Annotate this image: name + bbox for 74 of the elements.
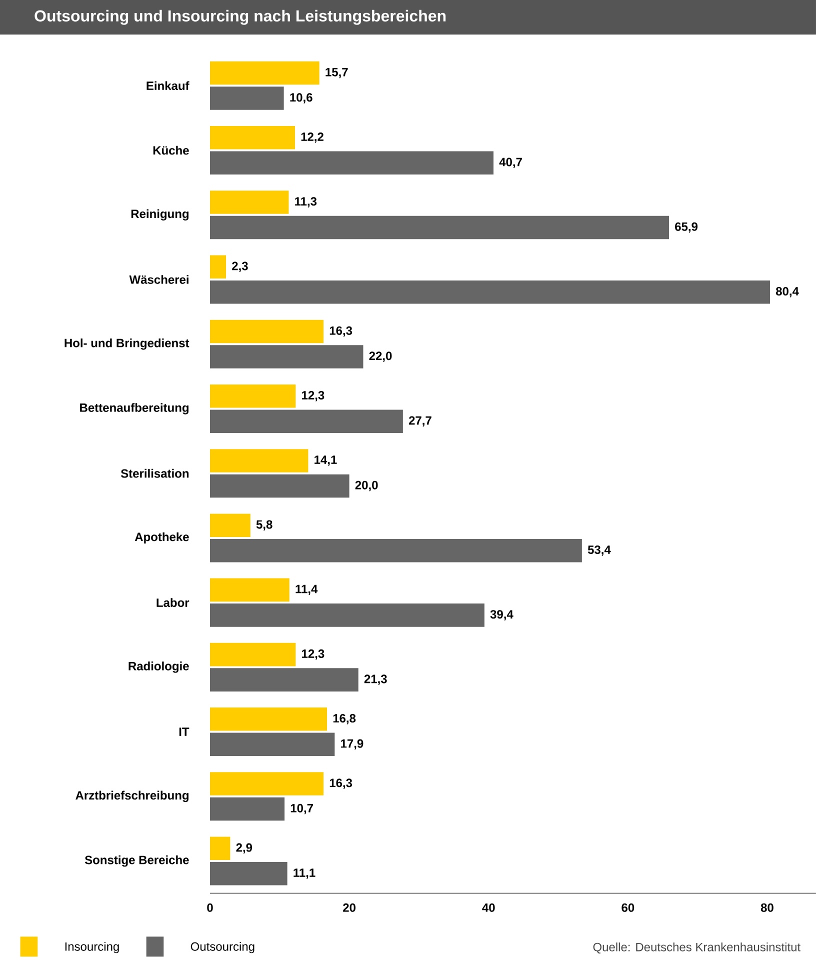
y-tick-label: Reinigung (131, 209, 188, 221)
bar (210, 578, 290, 602)
bar (210, 474, 350, 498)
bar (210, 86, 284, 110)
data-label: 15,7 (326, 68, 348, 78)
y-tick-label: Küche (153, 146, 189, 155)
bar (210, 668, 358, 692)
data-label: 39,4 (490, 610, 514, 620)
bar (210, 449, 308, 472)
chart-title: Outsourcing und Insourcing nach Leistungsbereichen (34, 10, 446, 25)
y-tick-label: Sonstige Bereiche (84, 855, 189, 867)
legend-label: Outsourcing (190, 942, 254, 954)
bar (210, 255, 226, 278)
data-label: 65,9 (675, 222, 698, 233)
data-label: 80,4 (776, 286, 799, 298)
data-label: 11,4 (296, 584, 318, 595)
data-label: 14,1 (314, 456, 337, 466)
bar (210, 320, 324, 344)
y-tick-label: Einkauf (146, 81, 190, 90)
x-tick-label: 80 (760, 903, 774, 912)
bar (210, 538, 582, 562)
data-label: 53,4 (588, 545, 611, 556)
data-label: 12,2 (301, 132, 324, 143)
bar (210, 732, 335, 756)
bar (210, 190, 289, 214)
data-label: 12,3 (302, 649, 324, 660)
bar (210, 61, 320, 85)
bar (210, 772, 324, 796)
bar (210, 126, 295, 150)
bar (210, 345, 364, 368)
y-tick-label: Labor (156, 598, 190, 607)
bar (210, 642, 296, 666)
legend-label: Insourcing (65, 942, 119, 954)
data-label: 11,1 (294, 868, 316, 879)
bar (210, 384, 296, 408)
bar (210, 514, 250, 537)
data-label: 27,7 (408, 416, 432, 426)
x-tick-label: 20 (343, 903, 356, 912)
x-tick-label: 60 (622, 903, 634, 912)
bar (210, 708, 328, 731)
y-tick-label: IT (179, 728, 190, 736)
data-label: 16,8 (333, 714, 356, 724)
y-tick-label: Radiologie (128, 662, 189, 673)
bar (210, 410, 403, 433)
data-label: 40,7 (499, 158, 522, 168)
source-note: Quelle: Deutsches Krankenhausinstitut (593, 942, 800, 954)
data-label: 20,0 (355, 480, 378, 492)
bar (210, 216, 670, 240)
data-label: 2,9 (236, 843, 252, 854)
y-tick-label: Arztbriefschreibung (76, 790, 188, 802)
data-label: 17,9 (341, 739, 364, 750)
bar (210, 797, 285, 821)
y-tick-label: Wäscherei (129, 275, 188, 284)
y-tick-label: Apotheke (134, 532, 189, 544)
x-tick-label: 40 (482, 903, 495, 912)
data-label: 10,7 (290, 804, 313, 814)
data-label: 21,3 (364, 674, 387, 685)
bar (210, 280, 770, 304)
y-tick-label: Bettenaufbereitung (80, 403, 188, 414)
data-label: 16,3 (330, 326, 352, 337)
data-label: 2,3 (232, 262, 248, 272)
x-tick-label: 0 (207, 903, 213, 912)
bar (210, 151, 494, 175)
bar (210, 836, 230, 860)
bar (210, 604, 484, 627)
data-label: 12,3 (302, 390, 324, 402)
y-tick-label: Hol- und Bringedienst (64, 338, 190, 350)
y-tick-label: Sterilisation (120, 468, 189, 478)
data-label: 10,6 (290, 93, 312, 104)
bar (210, 862, 288, 886)
data-label: 16,3 (330, 778, 352, 789)
data-label: 5,8 (256, 520, 272, 530)
data-label: 11,3 (295, 197, 317, 208)
data-label: 22,0 (369, 352, 392, 362)
